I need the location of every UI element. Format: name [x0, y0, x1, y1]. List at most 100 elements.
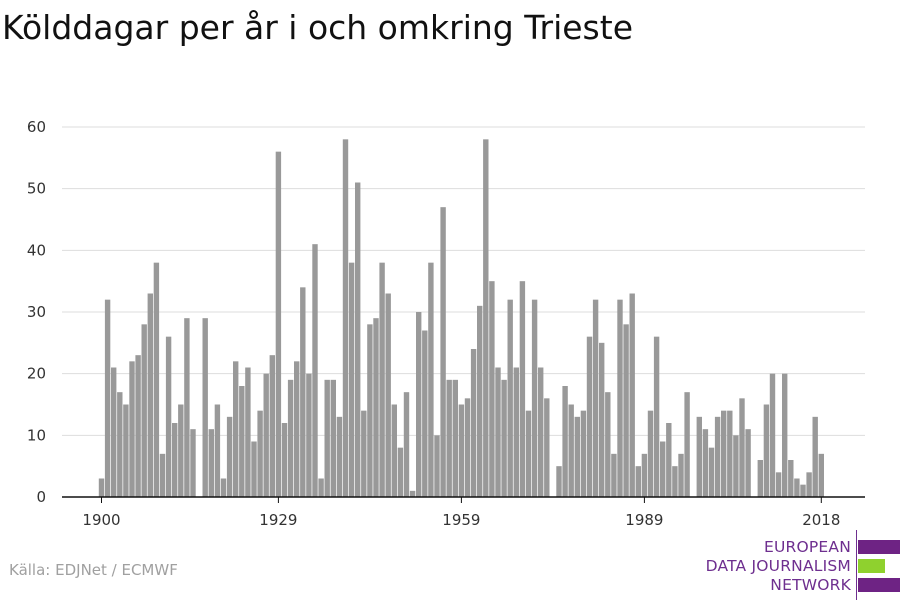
- bar: [623, 324, 629, 497]
- x-tick-label: 1929: [259, 511, 297, 529]
- bar: [775, 472, 782, 497]
- bar: [489, 281, 495, 497]
- bar: [104, 299, 111, 497]
- bar: [330, 379, 336, 497]
- bar: [568, 404, 574, 497]
- bar: [342, 139, 349, 498]
- source-note: Källa: EDJNet / ECMWF: [9, 561, 178, 579]
- bar: [300, 287, 306, 497]
- y-tick-label: 30: [27, 303, 46, 321]
- bar: [178, 404, 184, 497]
- bar: [721, 410, 727, 497]
- logo-bar-green: [858, 559, 885, 573]
- bar: [446, 379, 452, 497]
- bar: [727, 410, 733, 497]
- bar: [294, 361, 300, 497]
- bar: [226, 416, 233, 497]
- bar: [483, 139, 489, 498]
- bar: [239, 386, 245, 497]
- bar: [739, 398, 745, 497]
- y-tick-label: 50: [27, 180, 46, 198]
- bar: [592, 299, 599, 497]
- bar: [605, 392, 611, 497]
- bar: [794, 478, 800, 497]
- y-tick-label: 20: [27, 365, 46, 383]
- bar: [324, 379, 330, 497]
- bar: [806, 472, 812, 497]
- bar: [769, 373, 776, 497]
- bar: [153, 262, 160, 497]
- bar: [782, 373, 788, 497]
- bar: [556, 466, 562, 497]
- y-tick-label: 60: [27, 118, 46, 136]
- bar: [507, 299, 513, 497]
- bar: [800, 484, 806, 497]
- bar: [464, 398, 471, 497]
- bar: [531, 299, 538, 497]
- bar: [538, 367, 544, 497]
- bar: [586, 336, 593, 497]
- bar: [666, 423, 672, 497]
- bar: [312, 244, 318, 497]
- bar: [403, 392, 410, 497]
- bar: [184, 318, 190, 497]
- bar: [135, 355, 141, 497]
- logo-bar-purple-top: [858, 540, 900, 554]
- bar: [599, 342, 605, 497]
- bar: [165, 336, 172, 497]
- bar: [208, 429, 214, 497]
- logo-separator: [856, 530, 857, 600]
- bar: [714, 416, 721, 497]
- bar: [788, 460, 794, 497]
- bar: [233, 361, 239, 497]
- bar: [257, 410, 263, 497]
- bar: [172, 423, 178, 497]
- bar: [281, 423, 288, 497]
- bar: [379, 262, 385, 497]
- bar: [123, 404, 129, 497]
- y-tick-label: 0: [36, 488, 46, 506]
- bar: [574, 416, 580, 497]
- bar: [477, 305, 483, 497]
- bar: [98, 478, 105, 497]
- bar: [519, 281, 526, 497]
- bar: [629, 293, 635, 497]
- bar: [544, 398, 550, 497]
- bar: [580, 410, 587, 497]
- bar: [745, 429, 751, 497]
- bar: [702, 429, 709, 497]
- logo-line-3: NETWORK: [770, 576, 851, 594]
- bar: [416, 312, 422, 497]
- bar: [452, 379, 458, 497]
- bar: [470, 349, 477, 497]
- bar: [647, 410, 654, 497]
- bar: [458, 404, 465, 497]
- chart-title: Kölddagar per år i och omkring Trieste: [2, 8, 633, 47]
- bar: [159, 453, 166, 497]
- bar: [141, 324, 147, 497]
- bar: [635, 466, 641, 497]
- bar: [373, 318, 379, 497]
- bar: [684, 392, 690, 497]
- bar: [495, 367, 501, 497]
- bar: [397, 447, 404, 497]
- bar: [696, 416, 702, 497]
- bar: [306, 373, 312, 497]
- bar: [202, 318, 208, 497]
- x-tick-label: 1900: [82, 511, 120, 529]
- bar: [513, 367, 519, 497]
- bar: [409, 490, 416, 497]
- bar: [348, 262, 355, 497]
- bar: [275, 151, 282, 497]
- bar: [525, 410, 532, 497]
- x-tick-label: 2018: [802, 511, 840, 529]
- bar: [672, 466, 678, 497]
- bar: [733, 435, 739, 497]
- bar: [617, 299, 623, 497]
- bar: [501, 379, 507, 497]
- bar: [653, 336, 660, 497]
- bar: [812, 416, 818, 497]
- bar: [336, 416, 343, 497]
- y-tick-label: 10: [27, 426, 46, 444]
